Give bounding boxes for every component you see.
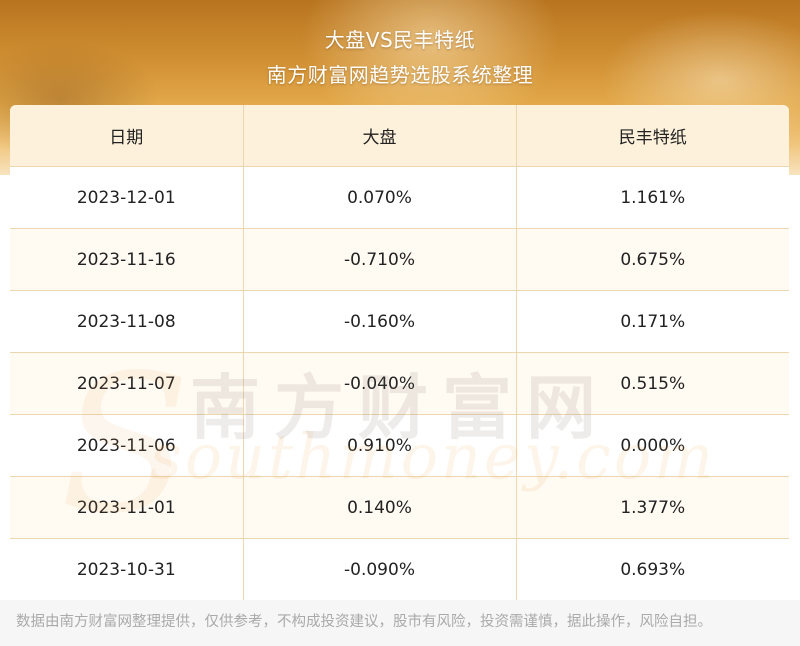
column-header-stock: 民丰特纸 bbox=[516, 105, 789, 167]
date-cell: 2023-11-06 bbox=[10, 414, 244, 477]
stock-change-cell: 1.377% bbox=[516, 476, 789, 539]
table-row: 2023-11-01 0.140% 1.377% bbox=[10, 476, 789, 539]
market-change-cell: 0.910% bbox=[243, 414, 517, 477]
comparison-table: 日期 大盘 民丰特纸 2023-12-01 0.070% 1.161% 2023… bbox=[10, 105, 789, 600]
table-row: 2023-11-16 -0.710% 0.675% bbox=[10, 228, 789, 291]
market-change-cell: -0.040% bbox=[243, 352, 517, 415]
header-banner: 大盘VS民丰特纸 南方财富网趋势选股系统整理 bbox=[0, 0, 800, 175]
table-row: 2023-12-01 0.070% 1.161% bbox=[10, 166, 789, 229]
date-cell: 2023-11-07 bbox=[10, 352, 244, 415]
market-change-cell: -0.160% bbox=[243, 290, 517, 353]
market-change-cell: 0.140% bbox=[243, 476, 517, 539]
date-cell: 2023-11-01 bbox=[10, 476, 244, 539]
date-cell: 2023-12-01 bbox=[10, 166, 244, 229]
page-title: 大盘VS民丰特纸 bbox=[324, 28, 476, 52]
stock-change-cell: 1.161% bbox=[516, 166, 789, 229]
market-change-cell: -0.090% bbox=[243, 538, 517, 600]
data-table-card: 日期 大盘 民丰特纸 2023-12-01 0.070% 1.161% 2023… bbox=[10, 105, 789, 600]
stock-change-cell: 0.693% bbox=[516, 538, 789, 600]
stock-change-cell: 0.515% bbox=[516, 352, 789, 415]
market-change-cell: 0.070% bbox=[243, 166, 517, 229]
table-row: 2023-10-31 -0.090% 0.693% bbox=[10, 538, 789, 600]
page-subtitle: 南方财富网趋势选股系统整理 bbox=[266, 63, 534, 87]
disclaimer-text: 数据由南方财富网整理提供，仅供参考，不构成投资建议，股市有风险，投资需谨慎，据此… bbox=[16, 614, 712, 630]
stock-change-cell: 0.675% bbox=[516, 228, 789, 291]
date-cell: 2023-11-16 bbox=[10, 228, 244, 291]
table-row: 2023-11-06 0.910% 0.000% bbox=[10, 414, 789, 477]
footer: 数据由南方财富网整理提供，仅供参考，不构成投资建议，股市有风险，投资需谨慎，据此… bbox=[0, 600, 800, 646]
table-header-row: 日期 大盘 民丰特纸 bbox=[10, 105, 789, 167]
column-header-market: 大盘 bbox=[243, 105, 517, 167]
stock-change-cell: 0.000% bbox=[516, 414, 789, 477]
market-change-cell: -0.710% bbox=[243, 228, 517, 291]
date-cell: 2023-11-08 bbox=[10, 290, 244, 353]
table-row: 2023-11-07 -0.040% 0.515% bbox=[10, 352, 789, 415]
date-cell: 2023-10-31 bbox=[10, 538, 244, 600]
stock-change-cell: 0.171% bbox=[516, 290, 789, 353]
column-header-date: 日期 bbox=[10, 105, 244, 167]
table-row: 2023-11-08 -0.160% 0.171% bbox=[10, 290, 789, 353]
